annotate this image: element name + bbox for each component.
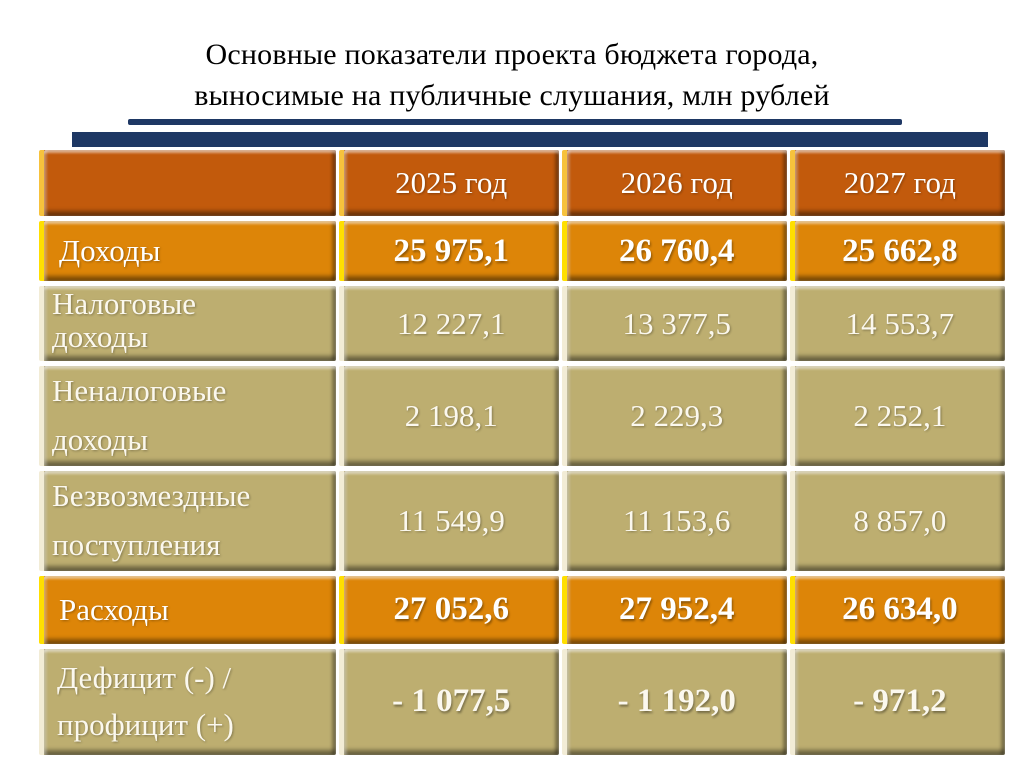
value-tax-2027: 14 553,7 (789, 286, 1005, 361)
value-tax-2026: 13 377,5 (561, 286, 787, 361)
table-row-income: Доходы 25 975,1 26 760,4 25 662,8 (39, 221, 1005, 281)
value-income-2025: 25 975,1 (338, 221, 559, 281)
row-label-text: Безвозмездные поступления (52, 477, 251, 562)
slide-title: Основные показатели проекта бюджета горо… (0, 34, 1024, 117)
row-label-text: Неналоговые доходы (52, 373, 227, 457)
row-label-tax-income: Налоговые доходы (39, 286, 336, 361)
table-header-row: 2025 год 2026 год 2027 год (39, 150, 1005, 216)
value-grants-2026: 11 153,6 (561, 470, 787, 571)
row-label-grants: Безвозмездные поступления (39, 470, 336, 571)
value-income-2026: 26 760,4 (561, 221, 787, 281)
value-expenses-2025: 27 052,6 (338, 575, 559, 644)
value-nontax-2026: 2 229,3 (561, 366, 787, 466)
value-grants-2027: 8 857,0 (789, 470, 1005, 571)
value-deficit-2025: - 1 077,5 (338, 648, 559, 755)
header-year-2026: 2026 год (561, 150, 787, 216)
value-expenses-2026: 27 952,4 (561, 575, 787, 644)
row-label-expenses: Расходы (39, 575, 336, 644)
row-label-income: Доходы (39, 221, 336, 281)
value-deficit-2027: - 971,2 (789, 648, 1005, 755)
slide-title-line2: выносимые на публичные слушания, млн руб… (194, 79, 830, 113)
header-year-2025: 2025 год (338, 150, 559, 216)
value-nontax-2025: 2 198,1 (338, 366, 559, 466)
slide-title-line1: Основные показатели проекта бюджета горо… (205, 38, 819, 71)
value-expenses-2027: 26 634,0 (789, 575, 1005, 644)
divider-bar (72, 132, 988, 147)
table-row-deficit-surplus: Дефицит (-) / профицит (+) - 1 077,5 - 1… (39, 648, 1005, 755)
row-label-text: Расходы (59, 591, 169, 627)
table-row-grants: Безвозмездные поступления 11 549,9 11 15… (39, 470, 1005, 571)
header-year-2027: 2027 год (789, 150, 1005, 216)
header-empty-cell (39, 150, 336, 216)
value-income-2027: 25 662,8 (789, 221, 1005, 281)
row-label-nontax-income: Неналоговые доходы (39, 366, 336, 466)
budget-table: 2025 год 2026 год 2027 год Доходы 25 975… (36, 145, 1008, 760)
row-label-text: Дефицит (-) / профицит (+) (57, 660, 234, 742)
table-row-expenses: Расходы 27 052,6 27 952,4 26 634,0 (39, 575, 1005, 644)
value-nontax-2027: 2 252,1 (789, 366, 1005, 466)
value-grants-2025: 11 549,9 (338, 470, 559, 571)
row-label-deficit-surplus: Дефицит (-) / профицит (+) (39, 648, 336, 755)
table-row-nontax-income: Неналоговые доходы 2 198,1 2 229,3 2 252… (39, 366, 1005, 466)
row-label-text: Доходы (59, 233, 161, 268)
value-tax-2025: 12 227,1 (338, 286, 559, 361)
value-deficit-2026: - 1 192,0 (561, 648, 787, 755)
table-row-tax-income: Налоговые доходы 12 227,1 13 377,5 14 55… (39, 286, 1005, 361)
title-underline (128, 119, 902, 125)
row-label-text: Налоговые доходы (52, 286, 197, 354)
